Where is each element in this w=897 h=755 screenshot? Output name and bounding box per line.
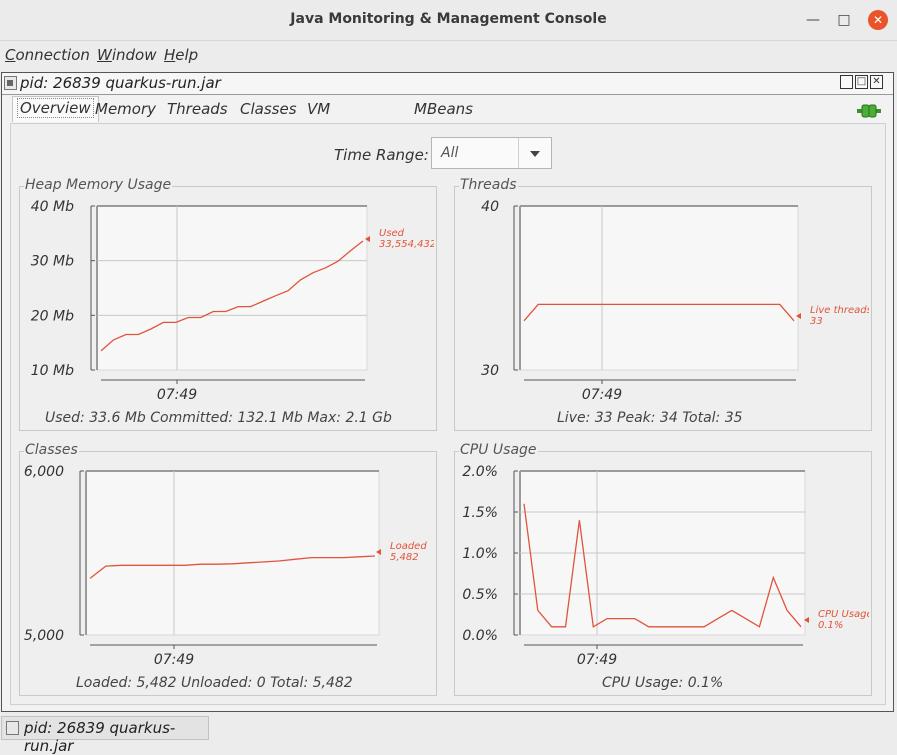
menu-help-label: elp: [175, 46, 199, 64]
tab-threads[interactable]: Threads: [167, 100, 228, 118]
y-tick-label: 40 Mb: [31, 199, 74, 215]
close-button[interactable]: ✕: [868, 10, 888, 30]
tab-memory[interactable]: Memory: [95, 100, 157, 118]
legend-marker: [804, 617, 809, 623]
legend-series-name: Loaded: [390, 541, 427, 552]
y-tick-label: 1.0%: [462, 546, 498, 562]
tab-overview-label: Overview: [17, 98, 94, 118]
time-range-value: All: [441, 145, 459, 161]
taskbar-frame-label: pid: 26839 quarkus-run.jar: [24, 719, 176, 755]
y-tick-label: 1.5%: [462, 505, 498, 521]
series-line: [89, 555, 376, 579]
legend-marker: [365, 236, 370, 242]
plot-area: [85, 470, 380, 636]
y-tick-label: 30: [481, 363, 499, 379]
time-range-label: Time Range:: [334, 146, 429, 164]
y-tick-label: 6,000: [24, 464, 64, 480]
document-icon: [4, 76, 17, 90]
classes-summary: Loaded: 5,482 Unloaded: 0 Total: 5,482: [76, 675, 353, 691]
series-line: [523, 303, 795, 322]
legend-series-value: 33: [810, 316, 823, 327]
y-tick-label: 5,000: [24, 628, 64, 644]
menu-help-mnemonic: H: [164, 46, 176, 64]
cpu-usage-title: CPU Usage: [459, 442, 538, 458]
window-titlebar: Java Monitoring & Management Console — □…: [0, 0, 897, 41]
iframe-close-icon[interactable]: ✕: [870, 75, 883, 89]
window-title: Java Monitoring & Management Console: [290, 11, 607, 27]
legend-marker: [796, 313, 801, 319]
connection-status-icon[interactable]: [857, 104, 881, 118]
legend-marker: [376, 549, 381, 555]
time-range-select[interactable]: All: [431, 137, 552, 169]
threads-summary: Live: 33 Peak: 34 Total: 35: [557, 410, 743, 426]
y-tick-label: 2.0%: [462, 464, 498, 480]
taskbar-frame-button[interactable]: pid: 26839 quarkus-run.jar: [1, 716, 209, 755]
heap-summary: Used: 33.6 Mb Committed: 132.1 Mb Max: 2…: [45, 410, 392, 426]
legend-series-value: 5,482: [390, 552, 419, 563]
chevron-down-icon[interactable]: [518, 138, 551, 168]
tab-vm-summary[interactable]: VM Summary: [307, 100, 380, 143]
tab-mbeans[interactable]: MBeans: [414, 100, 473, 118]
series-line: [100, 240, 364, 352]
menu-connection[interactable]: Connection: [5, 46, 90, 64]
plot-area: [96, 205, 368, 371]
internal-frame-title: pid: 26839 quarkus-run.jar: [20, 74, 221, 92]
series-line: [523, 503, 802, 628]
tab-overview[interactable]: Overview: [12, 96, 99, 122]
x-tick-label: 07:49: [577, 652, 617, 665]
legend-series-name: Used: [379, 228, 405, 239]
iframe-minimize-icon[interactable]: [840, 75, 853, 89]
minimize-button[interactable]: —: [806, 12, 820, 28]
menu-window[interactable]: Window: [97, 46, 157, 64]
menu-connection-label: onnection: [15, 46, 90, 64]
legend-series-name: Live threads: [810, 305, 869, 316]
legend-series-value: 33,554,432: [379, 239, 434, 250]
maximize-button[interactable]: □: [837, 12, 851, 28]
y-tick-label: 20 Mb: [31, 308, 74, 324]
document-icon: [6, 721, 19, 735]
x-tick-label: 07:49: [154, 652, 194, 665]
y-tick-label: 0.5%: [462, 587, 498, 603]
y-tick-label: 30 Mb: [31, 254, 74, 270]
menu-window-mnemonic: W: [97, 46, 112, 64]
heap-memory-title: Heap Memory Usage: [24, 177, 173, 193]
cpu-summary: CPU Usage: 0.1%: [602, 675, 724, 691]
iframe-maximize-icon[interactable]: □: [855, 75, 868, 89]
menubar: Connection Window Help: [0, 41, 897, 69]
menu-connection-mnemonic: C: [5, 46, 16, 64]
tab-classes[interactable]: Classes: [240, 100, 297, 118]
y-tick-label: 10 Mb: [31, 363, 74, 379]
classes-title: Classes: [24, 442, 79, 458]
menu-help[interactable]: Help: [164, 46, 198, 64]
threads-title: Threads: [459, 177, 518, 193]
y-tick-label: 40: [481, 199, 499, 215]
legend-series-name: CPU Usage: [818, 609, 869, 620]
y-tick-label: 0.0%: [462, 628, 498, 644]
legend-series-value: 0.1%: [818, 620, 843, 631]
menu-window-label: indow: [111, 46, 157, 64]
x-tick-label: 07:49: [157, 387, 197, 400]
plot-area: [519, 205, 799, 371]
x-tick-label: 07:49: [582, 387, 622, 400]
internal-frame-titlebar: pid: 26839 quarkus-run.jar □ ✕: [2, 73, 893, 95]
